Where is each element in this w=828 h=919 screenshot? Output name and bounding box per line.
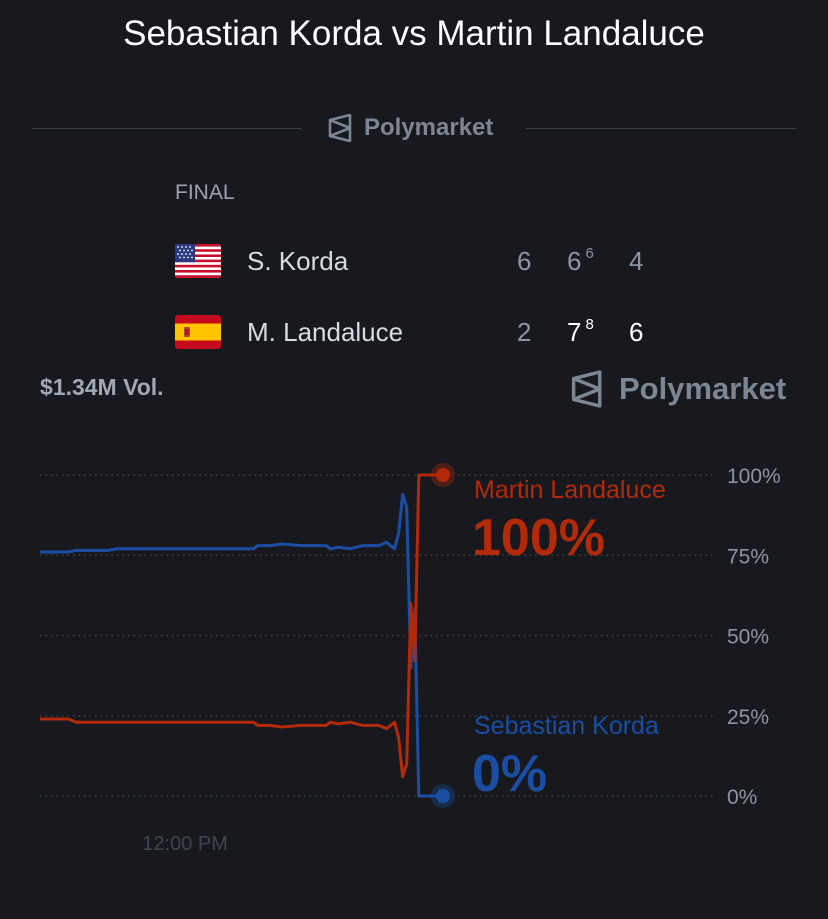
y-tick-label: 0%: [727, 786, 757, 809]
legend-name-landaluce: Martin Landaluce: [474, 476, 666, 504]
series-line-korda: [40, 492, 443, 798]
set-score-3: 6: [629, 317, 643, 348]
x-tick-label: 12:00 PM: [142, 833, 228, 855]
series-line-landaluce: [40, 473, 443, 779]
brand-name: Polymarket: [364, 114, 494, 141]
set-games: 7: [567, 317, 582, 347]
set-games: 6: [567, 246, 582, 276]
set-tiebreak: 8: [585, 316, 594, 333]
polymarket-logo-icon: [328, 114, 352, 142]
brand-header[interactable]: Polymarket: [328, 114, 493, 142]
y-tick-label: 75%: [727, 545, 769, 568]
set-games: 4: [629, 246, 644, 276]
brand-name: Polymarket: [619, 371, 787, 406]
divider-right: [526, 128, 796, 129]
us-flag-icon: [175, 244, 221, 278]
y-tick-label: 100%: [727, 465, 781, 488]
divider-left: [32, 128, 302, 129]
set-games: 6: [629, 317, 644, 347]
set-games: 6: [517, 246, 532, 276]
legend-name-korda: Sebastian Korda: [474, 712, 659, 740]
player-name: M. Landaluce: [247, 317, 404, 347]
y-tick-label: 25%: [727, 706, 769, 729]
volume-label: $1.34M Vol.: [40, 374, 164, 400]
legend-value-landaluce: 100%: [472, 509, 605, 567]
legend-value-korda: 0%: [472, 745, 548, 803]
end-marker-landaluce: [436, 468, 450, 482]
set-games: 2: [517, 317, 532, 347]
set-score-3: 4: [629, 246, 643, 277]
brand-chart[interactable]: Polymarket: [571, 370, 786, 408]
y-tick-label: 50%: [727, 626, 769, 649]
set-score-1: 2: [517, 317, 531, 348]
set-tiebreak: 6: [585, 245, 594, 262]
page-title: Sebastian Korda vs Martin Landaluce: [123, 14, 705, 53]
player-name: S. Korda: [247, 246, 349, 276]
set-score-1: 6: [517, 246, 531, 277]
spain-flag-icon: [175, 315, 221, 349]
match-status: FINAL: [175, 181, 235, 204]
polymarket-logo-icon: [571, 370, 602, 408]
end-marker-korda: [436, 789, 450, 803]
